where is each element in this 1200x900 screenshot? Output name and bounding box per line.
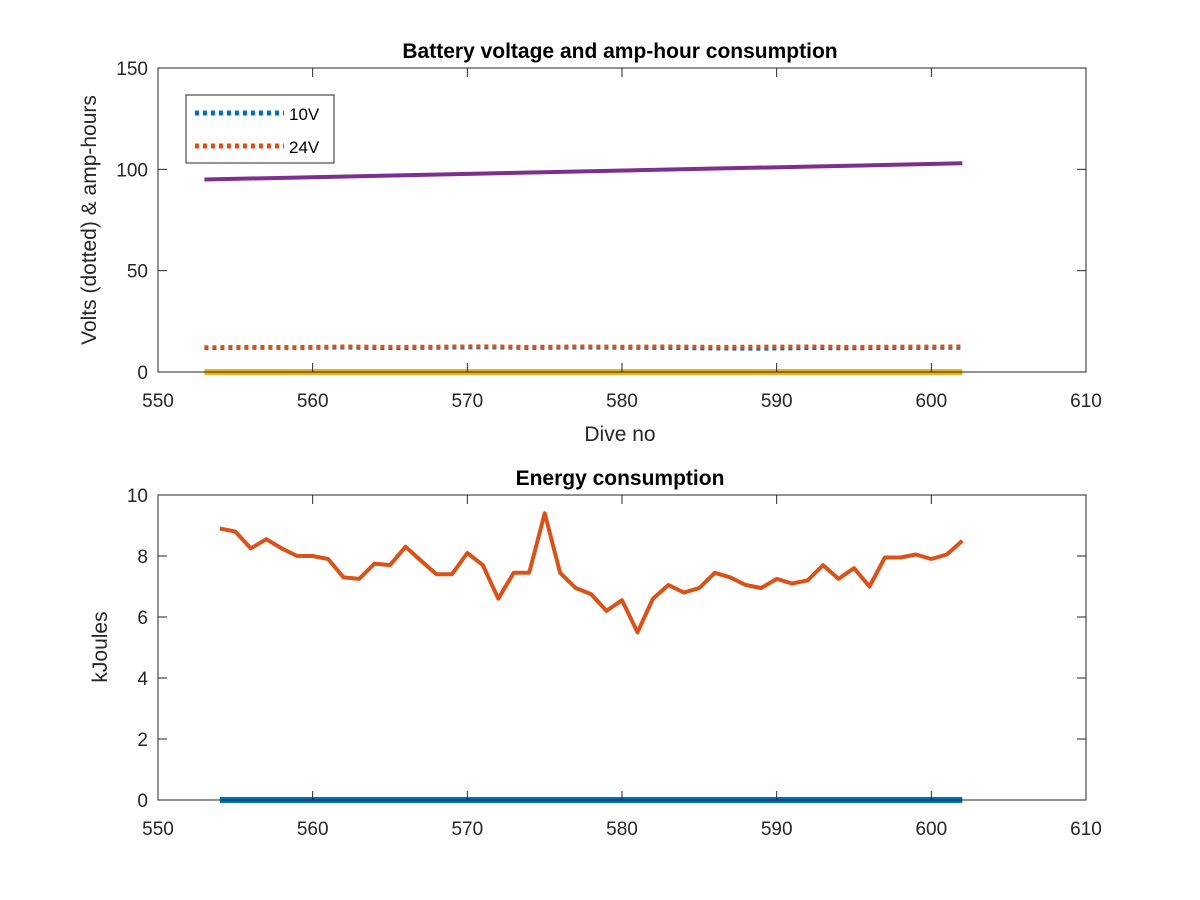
x-tick-label: 560 [297, 391, 329, 412]
x-ticks: 550 560 570 580 590 600 610 [142, 495, 1102, 840]
legend-label-24v: 24V [289, 138, 320, 157]
y-ticks: 0 2 4 6 8 10 [127, 486, 1086, 812]
y-tick-label: 150 [116, 59, 148, 80]
legend: 10V 24V [185, 94, 335, 164]
plot-area [158, 495, 1086, 800]
x-tick-label: 610 [1070, 391, 1102, 412]
y-axis-label: Volts (dotted) & amp-hours [78, 95, 101, 345]
x-tick-label: 580 [606, 391, 638, 412]
x-tick-label: 560 [297, 819, 329, 840]
x-tick-label: 570 [451, 391, 483, 412]
y-axis-label: kJoules [89, 611, 112, 682]
legend-label-10v: 10V [289, 105, 320, 124]
y-tick-label: 0 [137, 791, 148, 812]
series-line-1 [219, 511, 964, 635]
x-tick-label: 600 [915, 391, 947, 412]
y-tick-label: 0 [137, 363, 148, 384]
series-line-3 [204, 161, 963, 182]
y-tick-label: 100 [116, 160, 148, 181]
chart-battery: Battery voltage and amp-hour consumption… [78, 40, 1102, 446]
x-tick-label: 580 [606, 819, 638, 840]
legend-box [185, 94, 335, 164]
y-tick-label: 4 [137, 669, 148, 690]
chart-energy: Energy consumption 550 560 570 580 590 600 610… [89, 467, 1102, 840]
y-tick-label: 50 [127, 262, 148, 283]
y-tick-label: 8 [137, 547, 148, 568]
series-line-24v [204, 344, 963, 350]
x-tick-label: 590 [761, 819, 793, 840]
y-tick-label: 6 [137, 608, 148, 629]
y-ticks: 0 50 100 150 [116, 59, 1086, 384]
y-tick-label: 10 [127, 486, 148, 507]
x-ticks: 550 560 570 580 590 600 610 [142, 68, 1102, 412]
chart-title: Energy consumption [516, 467, 725, 490]
x-axis-label: Dive no [584, 423, 655, 446]
x-tick-label: 550 [142, 819, 174, 840]
x-tick-label: 570 [451, 819, 483, 840]
x-tick-label: 610 [1070, 819, 1102, 840]
y-tick-label: 2 [137, 730, 148, 751]
x-tick-label: 590 [761, 391, 793, 412]
x-tick-label: 550 [142, 391, 174, 412]
chart-title: Battery voltage and amp-hour consumption [402, 40, 837, 63]
x-tick-label: 600 [915, 819, 947, 840]
